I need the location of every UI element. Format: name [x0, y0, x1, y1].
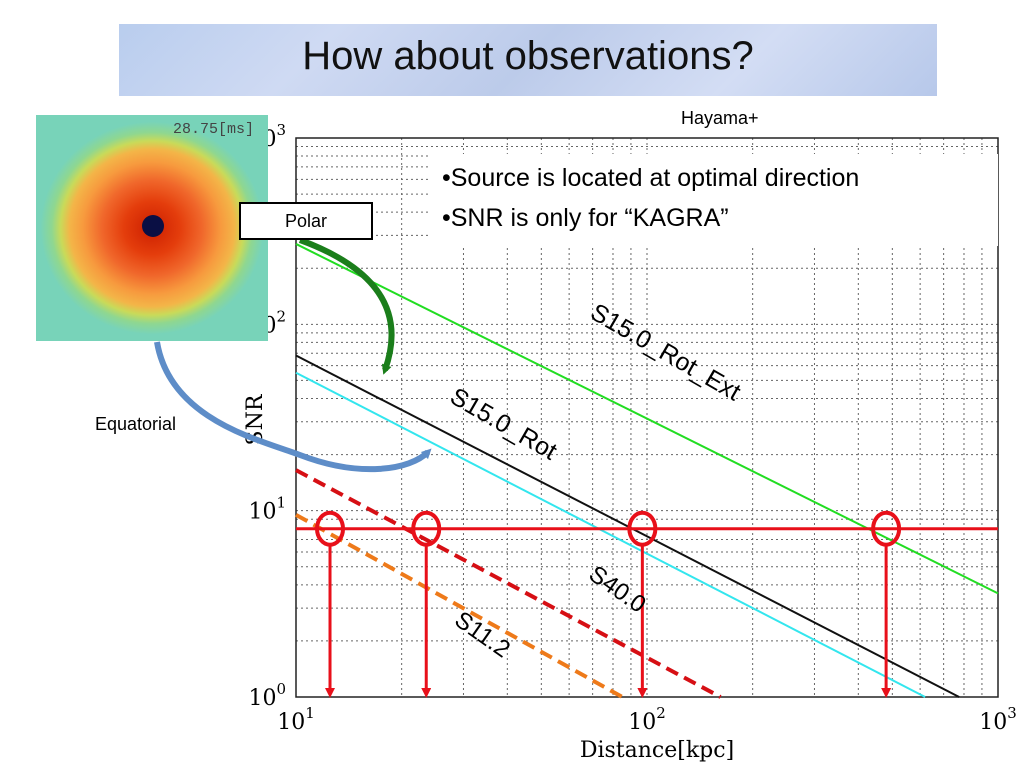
x-tick-label: 101 — [277, 704, 315, 735]
x-tick-label: 103 — [979, 704, 1017, 735]
slide-title: How about observations? — [302, 34, 754, 78]
y-tick-label: 101 — [248, 494, 286, 525]
series-line-s15-0-rot-ext — [295, 243, 999, 595]
credit-label: Hayama+ — [681, 108, 759, 128]
equatorial-arrow — [154, 341, 432, 473]
note-box: •Source is located at optimal direction … — [428, 154, 998, 246]
series-line-s40-0 — [295, 468, 722, 699]
equatorial-label: Equatorial — [95, 414, 177, 434]
simulation-inset-image: 28.75[ms] — [36, 115, 268, 341]
series-line-s11-2 — [295, 513, 624, 699]
simulation-time-label: 28.75[ms] — [172, 121, 254, 138]
note-line-optimal-direction: •Source is located at optimal direction — [442, 164, 860, 192]
detection-circle — [871, 510, 902, 547]
observer-dot — [142, 215, 164, 237]
detection-circle — [411, 510, 442, 547]
x-tick-label: 102 — [628, 704, 666, 735]
detection-circle — [627, 510, 658, 547]
series-line-companion-2 — [295, 371, 926, 698]
x-axis-label: Distance[kpc] — [580, 738, 734, 763]
detection-circle — [315, 510, 346, 547]
title-banner: How about observations? — [119, 24, 937, 96]
polar-label: Polar — [239, 202, 373, 240]
note-line-kagra: •SNR is only for “KAGRA” — [442, 204, 729, 232]
y-tick-label: 100 — [248, 680, 286, 711]
